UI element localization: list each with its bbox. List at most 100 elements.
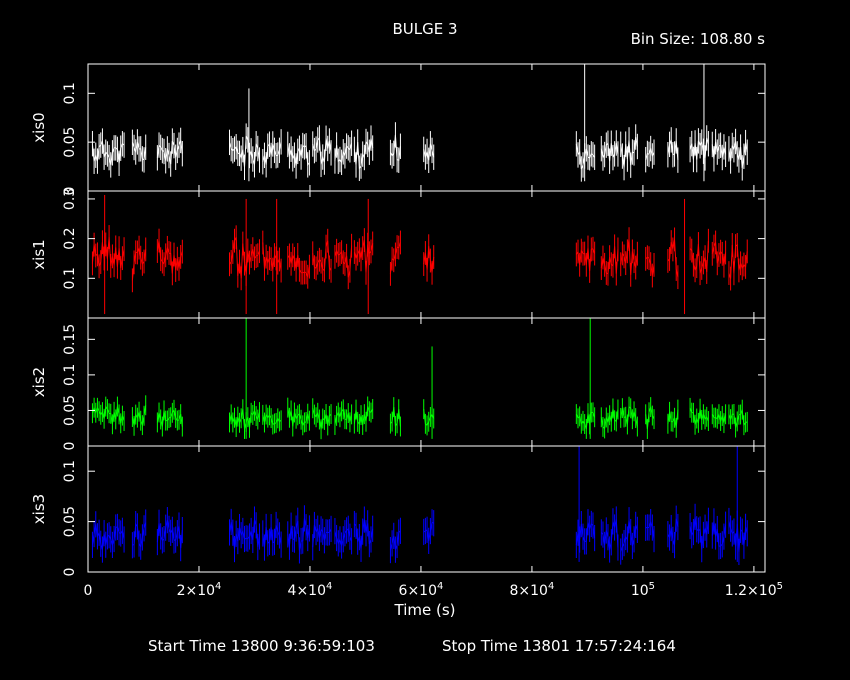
xis0-ytick-label: 0.1 <box>62 82 78 104</box>
xis2-series-line <box>390 407 401 428</box>
xis0-series-line <box>334 143 353 164</box>
xis1-series-line <box>689 240 709 274</box>
xis2-series-line <box>689 407 709 425</box>
xis3-series-line <box>334 527 353 548</box>
xis1-series-line <box>353 240 374 273</box>
xis0-series-line <box>575 143 596 170</box>
xis2-ytick-label: 0 <box>62 442 78 451</box>
xis0-series-line <box>423 143 435 161</box>
xis0-series-line <box>229 135 260 168</box>
xis2-frame <box>87 317 766 447</box>
xis1-series-line <box>131 247 147 281</box>
xis1-series-line <box>711 242 727 266</box>
xis1-series-line <box>91 236 125 269</box>
xis1-panel: 0.3 0.2 0.1 xis1 <box>30 188 766 319</box>
xis3-series-line <box>620 520 638 552</box>
xis2-series-line <box>91 405 125 425</box>
xis2-series-line <box>287 407 310 427</box>
xis0-series-line <box>711 141 727 159</box>
xis0-series-line <box>689 137 709 160</box>
x-tick-label: 6×104 <box>399 581 444 599</box>
x-axis-ticks: 0 2×104 4×104 6×104 8×104 105 1.2×105 <box>84 581 783 599</box>
xis3-series-line <box>229 519 260 550</box>
xis0-series-line <box>728 141 748 168</box>
xis1-ytick-label: 0.2 <box>62 227 78 249</box>
xis0-axis-label: xis0 <box>30 112 48 142</box>
panels-group: 0.1 0.05 0 xis0 0.3 0.2 0.1 xis1 0.15 0.1 0.05 0 xis… <box>30 63 766 577</box>
xis1-series-line <box>728 244 748 279</box>
xis3-panel: 0.1 0.05 0 xis3 <box>30 445 766 577</box>
xis1-frame <box>87 190 766 319</box>
xis3-series-line <box>354 519 374 549</box>
xis2-series-line <box>600 408 619 430</box>
bin-size-label: Bin Size: 108.80 s <box>631 30 766 48</box>
xis3-ytick-label: 0.1 <box>62 460 78 482</box>
xis1-series-line <box>287 253 310 279</box>
xis1-series-line <box>620 239 638 275</box>
xis0-series-line <box>389 134 401 161</box>
xis2-series-line <box>131 405 147 427</box>
xis1-series-line <box>389 242 401 274</box>
xis1-series-line <box>262 242 282 271</box>
xis1-series-line <box>229 236 260 279</box>
start-time-label: Start Time 13800 9:36:59:103 <box>148 637 375 655</box>
xis3-series-line <box>689 516 709 550</box>
xis3-series-line <box>312 524 332 548</box>
xis3-series-line <box>728 520 748 552</box>
xis1-series-line <box>667 239 679 278</box>
xis0-series-line <box>620 136 638 168</box>
xis0-series-line <box>287 144 310 167</box>
xis2-series-line <box>711 412 727 424</box>
xis1-ytick-label: 0.1 <box>62 267 78 289</box>
stop-time-label: Stop Time 13801 17:57:24:164 <box>442 637 676 655</box>
x-tick-label: 0 <box>84 583 93 599</box>
xis3-series-line <box>91 524 125 550</box>
x-tick-label: 2×104 <box>177 581 222 599</box>
xis2-panel: 0.15 0.1 0.05 0 xis2 <box>30 317 766 451</box>
xis0-series-line <box>600 142 619 162</box>
xis0-data <box>91 64 748 182</box>
xis0-series-line <box>312 136 332 165</box>
xis2-data <box>91 318 748 440</box>
xis1-series-line <box>575 247 596 272</box>
xis2-series-line <box>620 405 638 427</box>
xis2-series-line <box>156 408 183 427</box>
x-tick-label: 4×104 <box>288 581 333 599</box>
xis0-panel: 0.1 0.05 0 xis0 <box>30 63 766 196</box>
xis3-series-line <box>600 519 619 550</box>
xis0-series-line <box>91 140 125 166</box>
xis2-series-line <box>728 409 748 428</box>
xis1-series-line <box>423 246 435 273</box>
xis1-series-line <box>156 240 183 274</box>
xis1-ytick-label: 0.3 <box>62 188 78 210</box>
xis0-ytick-label: 0.05 <box>62 127 78 158</box>
x-axis-label: Time (s) <box>394 601 456 619</box>
xis3-series-line <box>156 519 183 549</box>
xis3-series-line <box>389 530 401 551</box>
xis3-series-line <box>132 522 147 549</box>
xis0-series-line <box>131 141 147 161</box>
xis0-frame <box>87 63 766 192</box>
xis3-series-line <box>645 520 655 540</box>
xis3-frame <box>87 445 766 573</box>
xis1-axis-label: xis1 <box>30 239 48 269</box>
xis3-series-line <box>667 518 679 546</box>
x-tick-label: 1.2×105 <box>725 581 783 599</box>
xis2-series-line <box>575 411 596 430</box>
xis2-series-line <box>312 408 332 430</box>
xis0-series-line <box>667 139 679 161</box>
xis2-series-line <box>353 406 374 426</box>
xis2-series-line <box>334 408 353 426</box>
xis1-series-line <box>600 246 619 275</box>
xis3-ytick-label: 0 <box>62 568 78 577</box>
xis3-series-line <box>262 524 282 548</box>
xis2-series-line <box>667 409 679 428</box>
xis0-ytick-label: 0 <box>62 187 78 196</box>
xis3-ytick-label: 0.05 <box>62 506 78 537</box>
xis2-ytick-label: 0.1 <box>62 364 78 386</box>
xis0-series-line <box>262 141 282 165</box>
xis3-data <box>91 446 748 566</box>
x-tick-label: 105 <box>631 581 655 599</box>
xis1-series-line <box>334 245 353 278</box>
xis0-series-line <box>353 138 374 170</box>
